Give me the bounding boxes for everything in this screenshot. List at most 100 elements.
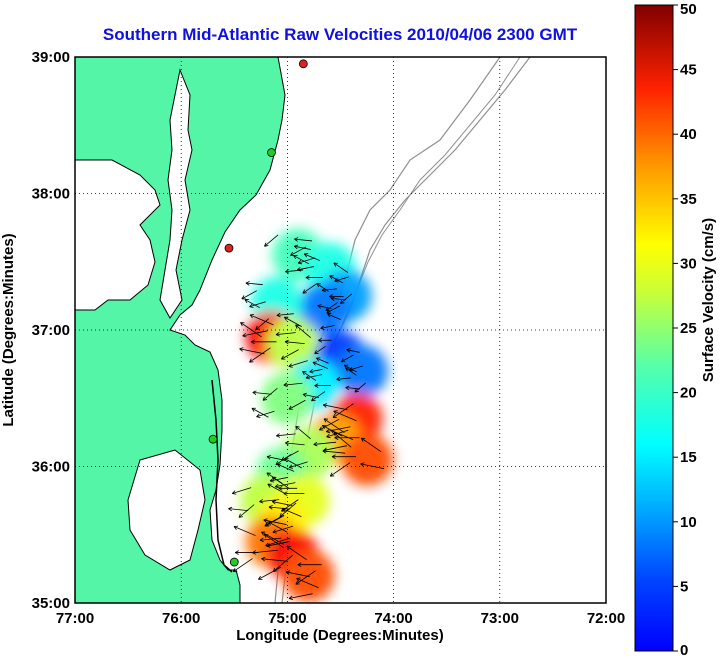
velocity-arrow	[313, 441, 337, 445]
velocity-arrow	[284, 316, 302, 328]
velocity-arrow	[294, 245, 311, 250]
velocity-arrow	[319, 418, 340, 431]
arrow-head	[265, 521, 270, 526]
velocity-arrow	[321, 288, 337, 291]
velocity-arrow	[304, 253, 321, 261]
velocity-arrow	[294, 238, 313, 242]
velocity-arrow	[283, 382, 303, 386]
arrow-head	[288, 595, 294, 601]
velocity-arrow	[316, 357, 329, 364]
arrow-head	[285, 440, 290, 446]
velocity-arrow	[249, 314, 274, 326]
arrow-head	[329, 275, 334, 280]
velocity-arrow	[284, 341, 305, 345]
velocity-arrow	[242, 330, 268, 337]
arrow-head	[238, 513, 244, 518]
velocity-arrow	[258, 566, 281, 580]
arrow-head	[285, 269, 290, 274]
arrow-head	[263, 518, 268, 523]
arrow-head	[252, 550, 257, 555]
velocity-arrow	[297, 266, 314, 271]
station-marker-green	[267, 148, 276, 157]
arrow-head	[274, 483, 280, 489]
colorbar-tick-label: 35	[680, 191, 697, 208]
y-tick-label: 38:00	[32, 186, 70, 203]
velocity-arrow	[233, 526, 256, 536]
arrow-head	[233, 525, 239, 530]
velocity-arrow	[340, 293, 353, 304]
arrow-head	[249, 358, 254, 363]
velocity-arrow	[272, 501, 293, 507]
arrow-head	[316, 283, 321, 288]
velocity-arrow	[276, 313, 294, 316]
velocity-arrow	[268, 521, 288, 533]
velocity-arrow	[245, 282, 263, 286]
velocity-arrow	[264, 234, 279, 247]
velocity-arrow	[327, 313, 341, 320]
arrow-head	[317, 304, 322, 309]
arrow-head	[269, 478, 274, 483]
arrow-head	[284, 339, 289, 345]
velocity-arrow	[249, 347, 271, 363]
arrow-head	[267, 483, 272, 488]
arrow-head	[288, 405, 293, 410]
arrow-head	[305, 275, 310, 280]
velocity-arrow	[252, 391, 272, 395]
arrow-head	[346, 348, 351, 353]
velocity-arrow	[266, 456, 286, 461]
velocity-arrow	[265, 514, 285, 526]
velocity-arrow	[261, 558, 287, 562]
plot-frame	[74, 56, 607, 604]
chart-title: Southern Mid-Atlantic Raw Velocities 201…	[103, 25, 578, 44]
arrow-head	[314, 349, 319, 355]
velocity-arrow	[279, 502, 297, 518]
arrow-head	[320, 325, 325, 330]
y-axis-title: Latitude (Degrees:Minutes)	[0, 233, 17, 426]
velocity-arrow	[323, 404, 348, 411]
velocity-arrow	[333, 262, 349, 273]
velocity-arrow	[272, 525, 294, 533]
arrow-head	[325, 428, 331, 434]
arrow-head	[293, 244, 299, 250]
station-marker-green	[229, 557, 239, 567]
velocity-arrow	[241, 290, 257, 300]
velocity-arrow	[302, 393, 320, 398]
arrow-head	[318, 338, 323, 343]
arrow-head	[272, 476, 277, 481]
arrow-head	[313, 441, 318, 447]
velocity-arrow	[272, 476, 290, 489]
velocity-cell	[341, 433, 394, 486]
velocity-arrow	[276, 433, 296, 437]
arrow-head	[297, 562, 302, 567]
velocity-arrow	[309, 368, 323, 373]
arrow-head	[249, 314, 255, 319]
velocity-arrow	[325, 302, 338, 311]
velocity-arrow	[316, 283, 329, 292]
arrow-head	[314, 383, 319, 388]
x-axis-title: Longitude (Degrees:Minutes)	[236, 627, 444, 644]
velocity-arrow	[249, 301, 266, 308]
velocity-arrow	[293, 255, 310, 265]
arrow-head	[343, 364, 349, 369]
sound-water	[127, 449, 206, 571]
velocity-arrow	[302, 283, 318, 294]
arrow-head	[323, 418, 329, 423]
arrow-head	[250, 339, 255, 345]
arrow-head	[345, 385, 350, 391]
arrow-head	[280, 355, 286, 360]
arrow-head	[334, 278, 339, 283]
arrow-head	[261, 531, 266, 536]
colorbar-tick-label: 25	[680, 320, 697, 337]
arrow-head	[231, 490, 237, 495]
velocity-arrow	[259, 499, 280, 502]
arrow-head	[303, 253, 309, 258]
velocity-arrow	[320, 325, 335, 329]
colorbar-tick-label: 10	[680, 514, 697, 531]
station-marker-red	[298, 59, 308, 69]
velocity-arrow	[345, 387, 360, 390]
velocity-arrow	[288, 461, 308, 468]
arrow-head	[266, 472, 271, 477]
arrow-head	[340, 299, 345, 304]
velocity-arrow	[285, 269, 304, 273]
velocity-arrow	[261, 531, 284, 545]
